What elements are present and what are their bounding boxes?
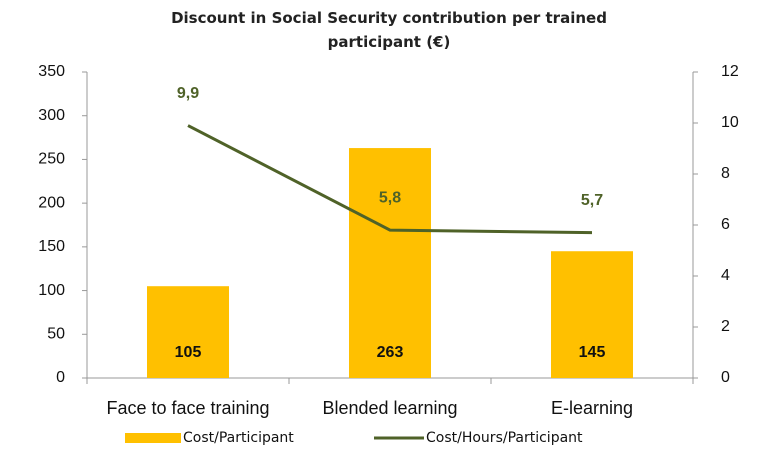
y2-tick-label: 4 — [721, 267, 730, 284]
x-tick-label: Blended learning — [322, 398, 457, 418]
y2-tick-label: 8 — [721, 165, 730, 182]
y-tick-label: 350 — [38, 63, 65, 80]
bar — [551, 251, 633, 378]
y-tick-label: 250 — [38, 151, 65, 168]
bar-value-label: 263 — [377, 344, 404, 361]
bar — [349, 148, 431, 378]
y2-tick-label: 6 — [721, 216, 730, 233]
bar — [147, 286, 229, 378]
line-value-label: 9,9 — [177, 85, 199, 102]
y-tick-label: 300 — [38, 107, 65, 124]
legend-label: Cost/Hours/Participant — [426, 430, 583, 446]
legend-label: Cost/Participant — [183, 430, 294, 446]
bar-value-label: 105 — [175, 344, 202, 361]
y2-tick-label: 2 — [721, 318, 730, 335]
y2-tick-label: 12 — [721, 63, 739, 80]
line — [187, 124, 593, 235]
y-tick-label: 0 — [56, 369, 65, 386]
y-tick-label: 150 — [38, 238, 65, 255]
legend-swatch — [125, 433, 181, 443]
line-value-label: 5,7 — [581, 192, 603, 209]
y-tick-label: 100 — [38, 282, 65, 299]
y2-tick-label: 0 — [721, 369, 730, 386]
x-tick-label: E-learning — [551, 398, 633, 418]
y2-tick-label: 10 — [721, 114, 739, 131]
x-tick-label: Face to face training — [106, 398, 269, 418]
line-value-label: 5,8 — [379, 189, 401, 206]
y-tick-label: 50 — [47, 326, 65, 343]
y-tick-label: 200 — [38, 194, 65, 211]
chart-title: Discount in Social Security contribution… — [171, 9, 607, 51]
bar-value-label: 145 — [579, 344, 606, 361]
